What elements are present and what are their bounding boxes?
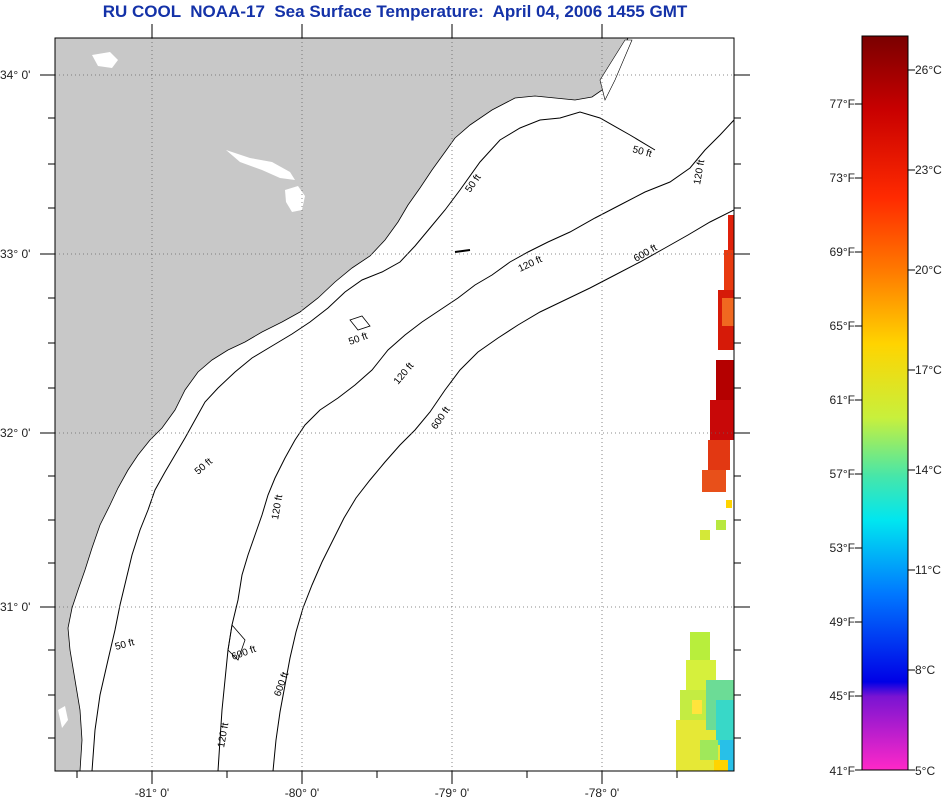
- land: [55, 38, 629, 771]
- fahrenheit-label: 41°F: [830, 764, 855, 778]
- sound: [599, 39, 633, 101]
- contour-label: 120 ft: [270, 494, 285, 521]
- celsius-label: 8°C: [915, 663, 935, 677]
- chart-title: RU COOL NOAA-17 Sea Surface Temperature:…: [102, 2, 688, 21]
- contour-label: 50 ft: [631, 144, 653, 160]
- lat-label: 31° 0': [0, 600, 30, 614]
- fahrenheit-label: 73°F: [830, 171, 855, 185]
- contour-50ft: [91, 111, 656, 771]
- sst-swath-north: [700, 215, 734, 540]
- lon-label: -80° 0': [285, 786, 319, 800]
- lat-label: 32° 0': [0, 426, 30, 440]
- colorbar: [861, 35, 909, 771]
- fahrenheit-label: 61°F: [830, 393, 855, 407]
- celsius-label: 11°C: [915, 563, 941, 577]
- contour-detail: [349, 315, 371, 331]
- contour-120ft: [217, 119, 734, 771]
- fahrenheit-label: 49°F: [830, 615, 855, 629]
- fahrenheit-label: 65°F: [830, 319, 855, 333]
- lat-label: 33° 0': [0, 247, 30, 261]
- lake: [92, 52, 118, 68]
- celsius-label: 14°C: [915, 463, 942, 477]
- celsius-label: 17°C: [915, 363, 942, 377]
- fahrenheit-label: 53°F: [830, 541, 855, 555]
- fahrenheit-label: 57°F: [830, 467, 855, 481]
- lon-label: -79° 0': [435, 786, 469, 800]
- contour-label: 50 ft: [114, 637, 136, 653]
- colorbar-ticks: [855, 69, 915, 771]
- lon-label: -81° 0': [135, 786, 169, 800]
- contour-label: 120 ft: [692, 159, 707, 186]
- lake: [226, 150, 295, 180]
- celsius-label: 26°C: [915, 63, 942, 77]
- celsius-label: 20°C: [915, 263, 942, 277]
- celsius-label: 23°C: [915, 163, 942, 177]
- ticks: [40, 24, 750, 784]
- map-frame: [54, 37, 735, 772]
- contour-detail: [227, 624, 246, 661]
- celsius-label: 5°C: [915, 764, 935, 778]
- contour-label: 120 ft: [216, 722, 231, 749]
- sst-swath-south: [676, 632, 734, 771]
- lake: [58, 706, 68, 728]
- fahrenheit-label: 45°F: [830, 689, 855, 703]
- lon-label: -78° 0': [585, 786, 619, 800]
- fahrenheit-label: 77°F: [830, 97, 855, 111]
- contour-600ft: [272, 209, 734, 771]
- contour-detail: [454, 249, 471, 253]
- lake: [285, 186, 305, 212]
- lat-label: 34° 0': [0, 68, 30, 82]
- fahrenheit-label: 69°F: [830, 245, 855, 259]
